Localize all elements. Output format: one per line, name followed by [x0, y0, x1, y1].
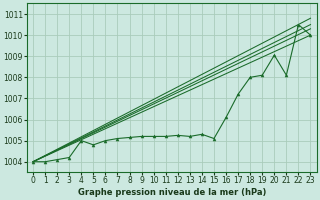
X-axis label: Graphe pression niveau de la mer (hPa): Graphe pression niveau de la mer (hPa): [77, 188, 266, 197]
